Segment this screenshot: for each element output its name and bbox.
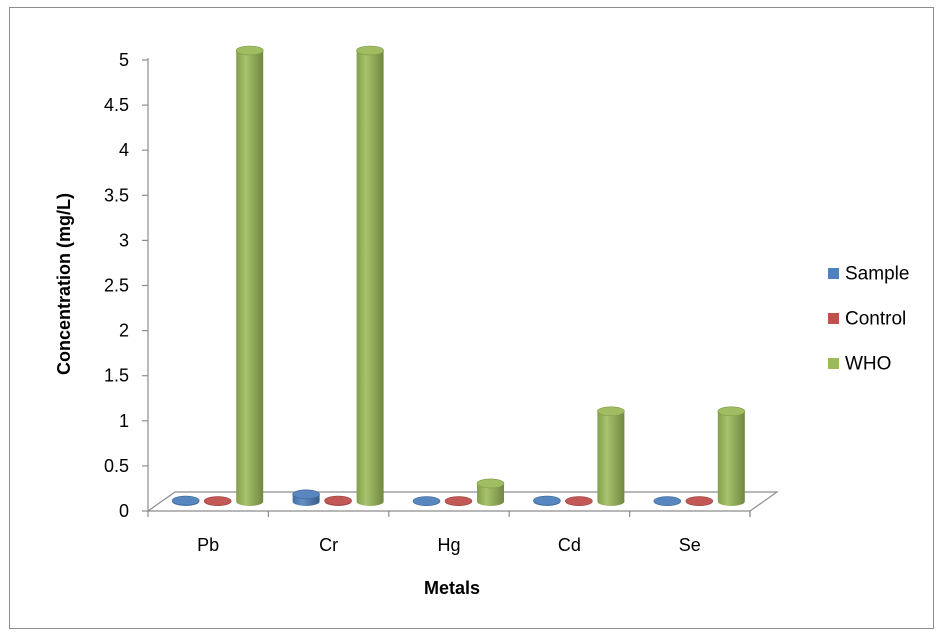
y-tick-label: 4.5 <box>104 95 129 115</box>
chart-frame <box>9 7 934 629</box>
bar-who-se <box>717 406 746 506</box>
bar-control-cr <box>324 495 352 506</box>
bar-sample-hg <box>412 496 441 506</box>
y-tick-label: 2 <box>119 321 129 341</box>
bar-control-se <box>685 496 714 506</box>
bar-who-hg <box>476 478 505 506</box>
y-axis: 0 0.5 1 1.5 2 2.5 3 3.5 4 4.5 5 <box>104 50 149 521</box>
bar-sample-cr <box>292 489 320 506</box>
x-tick-label: Cr <box>319 535 338 555</box>
y-tick-label: 0 <box>119 501 129 521</box>
y-tick-label: 3.5 <box>104 185 129 205</box>
y-tick-label: 3 <box>119 230 129 250</box>
legend-label-control: Control <box>845 309 906 330</box>
bars <box>171 45 746 506</box>
bar-sample-cd <box>533 495 561 506</box>
y-tick-label: 0.5 <box>104 456 129 476</box>
y-tick-label: 1 <box>119 411 129 431</box>
x-axis: Pb Cr Hg Cd Se <box>147 511 751 555</box>
y-tick-label: 5 <box>119 50 129 70</box>
bar-control-cd <box>565 496 593 506</box>
legend-label-sample: Sample <box>845 264 909 285</box>
x-tick-label: Cd <box>558 535 581 555</box>
bar-who-cd <box>597 406 625 506</box>
legend-swatch-control <box>828 313 839 324</box>
bar-who-cr <box>356 45 384 506</box>
x-tick-label: Hg <box>437 535 460 555</box>
y-tick-label: 2.5 <box>104 276 129 296</box>
x-axis-title: Metals <box>424 578 480 598</box>
bar-sample-pb <box>171 495 200 506</box>
y-axis-title: Concentration (mg/L) <box>54 193 74 375</box>
y-tick-label: 1.5 <box>104 366 129 386</box>
legend-swatch-sample <box>828 268 839 279</box>
bar-control-pb <box>203 496 232 506</box>
x-tick-label: Se <box>679 535 701 555</box>
x-tick-label: Pb <box>197 535 219 555</box>
y-tick-label: 4 <box>119 140 129 160</box>
legend: Sample Control WHO <box>828 264 909 375</box>
bar-sample-se <box>653 496 682 506</box>
legend-label-who: WHO <box>845 354 891 375</box>
legend-swatch-who <box>828 358 839 369</box>
bar-control-hg <box>444 496 473 506</box>
bar-who-pb <box>235 45 264 506</box>
